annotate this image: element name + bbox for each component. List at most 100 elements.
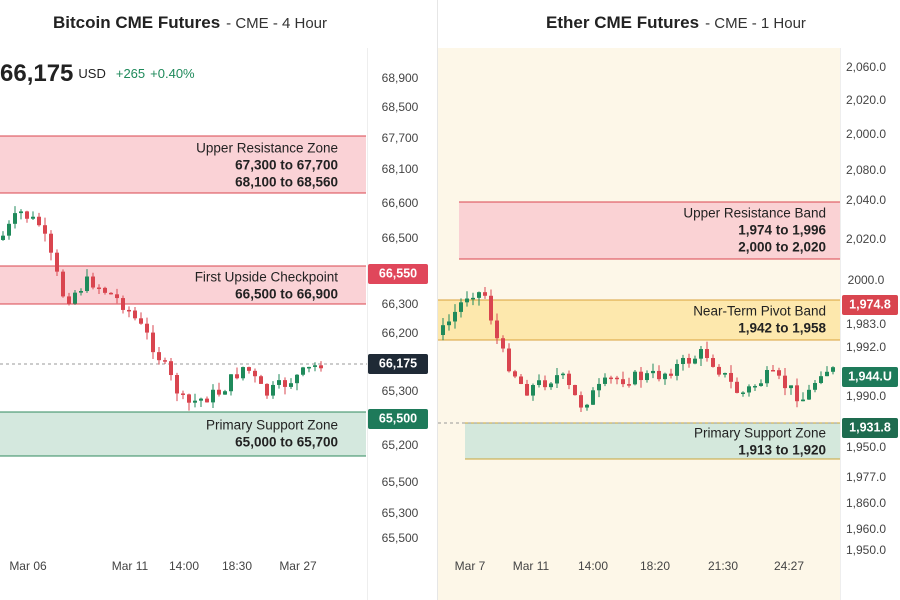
axis-label: 67,700 (382, 131, 419, 145)
zone-title: Upper Resistance Zone (196, 141, 338, 156)
candle-body (217, 389, 221, 395)
candle-body (783, 375, 787, 389)
price-tag-label: 66,550 (379, 266, 417, 280)
candle-body (747, 386, 751, 393)
axis-label: 1,977.0 (846, 470, 886, 484)
candle-body (831, 367, 835, 372)
candle-body (175, 375, 179, 394)
time-label: Mar 11 (513, 559, 550, 573)
candle-body (723, 372, 727, 375)
candle-body (307, 366, 311, 369)
candle-body (319, 365, 323, 369)
zone-title: Near-Term Pivot Band (693, 304, 826, 319)
candle-body (25, 211, 29, 219)
zone (465, 423, 840, 459)
candle-body (121, 298, 125, 310)
candle-body (211, 389, 215, 403)
candle-body (567, 373, 571, 386)
axis-label: 2,060.0 (846, 60, 886, 74)
title-name: Ether CME Futures (546, 13, 699, 32)
axis-label: 68,500 (382, 100, 419, 114)
candle-body (223, 391, 227, 395)
price-tag (842, 367, 898, 387)
candle-body (103, 287, 107, 293)
price-tag (368, 354, 428, 374)
axis-label: 65,200 (382, 438, 419, 452)
quote-price: 66,175 (0, 60, 73, 87)
time-label: Mar 11 (112, 559, 149, 573)
candle-body (91, 276, 95, 288)
time-label: Mar 7 (455, 559, 486, 573)
candle-body (139, 318, 143, 324)
candle-body (163, 360, 167, 362)
candle-body (627, 384, 631, 386)
candle-body (771, 370, 775, 372)
candle-body (555, 375, 559, 384)
zone (438, 300, 840, 340)
axis-label: 2000.0 (848, 273, 885, 287)
candle-body (759, 383, 763, 386)
zone-range: 1,913 to 1,920 (738, 443, 826, 458)
candle-body (591, 390, 595, 405)
time-label: 14:00 (169, 559, 199, 573)
price-tag-label: 1,931.8 (849, 420, 891, 434)
price-tag-label: 1,974.8 (849, 297, 891, 311)
time-label: Mar 27 (279, 559, 317, 573)
candle-body (657, 370, 661, 380)
axis-label: 65,500 (382, 475, 419, 489)
candle-body (639, 371, 643, 381)
candle-body (253, 370, 257, 377)
zone-title: Primary Support Zone (694, 426, 826, 441)
candle-body (525, 383, 529, 396)
candle-body (579, 395, 583, 408)
candle-body (247, 367, 251, 371)
candle-body (483, 292, 487, 296)
candle-body (705, 349, 709, 359)
axis-label: 66,600 (382, 196, 419, 210)
price-tag (842, 295, 898, 315)
candle-body (289, 383, 293, 387)
candle-body (441, 325, 445, 335)
candle-body (711, 358, 715, 367)
candle-body (621, 379, 625, 385)
candle-body (651, 370, 655, 374)
candle-body (597, 383, 601, 391)
candle-body (561, 373, 565, 376)
zone (0, 136, 366, 193)
candle-body (187, 394, 191, 403)
panel-title: Bitcoin CME Futures - CME - 4 Hour (53, 13, 327, 32)
candle-body (681, 357, 685, 365)
candle-body (19, 211, 23, 214)
axis-label: 66,200 (382, 326, 419, 340)
candle-body (31, 216, 35, 219)
zone-range: 1,974 to 1,996 (738, 223, 826, 238)
zone-range: 65,000 to 65,700 (235, 435, 338, 450)
title-meta: - CME - 4 Hour (226, 15, 327, 32)
candle-body (699, 349, 703, 359)
candle-body (85, 276, 89, 292)
candle-body (519, 376, 523, 384)
candle-body (459, 302, 463, 312)
candle-body (447, 321, 451, 326)
zone-range: 1,942 to 1,958 (738, 321, 826, 336)
candle-body (693, 358, 697, 364)
candle-body (801, 399, 805, 402)
quote-currency: USD (78, 66, 105, 81)
candle-body (37, 216, 41, 226)
candle-body (133, 310, 137, 319)
candle-body (79, 291, 83, 293)
axis-label: 1,860.0 (846, 496, 886, 510)
axis-label: 2,000.0 (846, 127, 886, 141)
axis-label: 65,300 (382, 506, 419, 520)
candle-body (181, 393, 185, 395)
zone (0, 412, 366, 456)
candle-body (109, 292, 113, 295)
title-name: Bitcoin CME Futures (53, 13, 220, 32)
time-label: 24:27 (774, 559, 804, 573)
candle-body (603, 377, 607, 384)
candle-body (61, 271, 65, 297)
candle-body (585, 404, 589, 408)
axis-label: 66,300 (382, 297, 419, 311)
axis-label: 2,020.0 (846, 93, 886, 107)
